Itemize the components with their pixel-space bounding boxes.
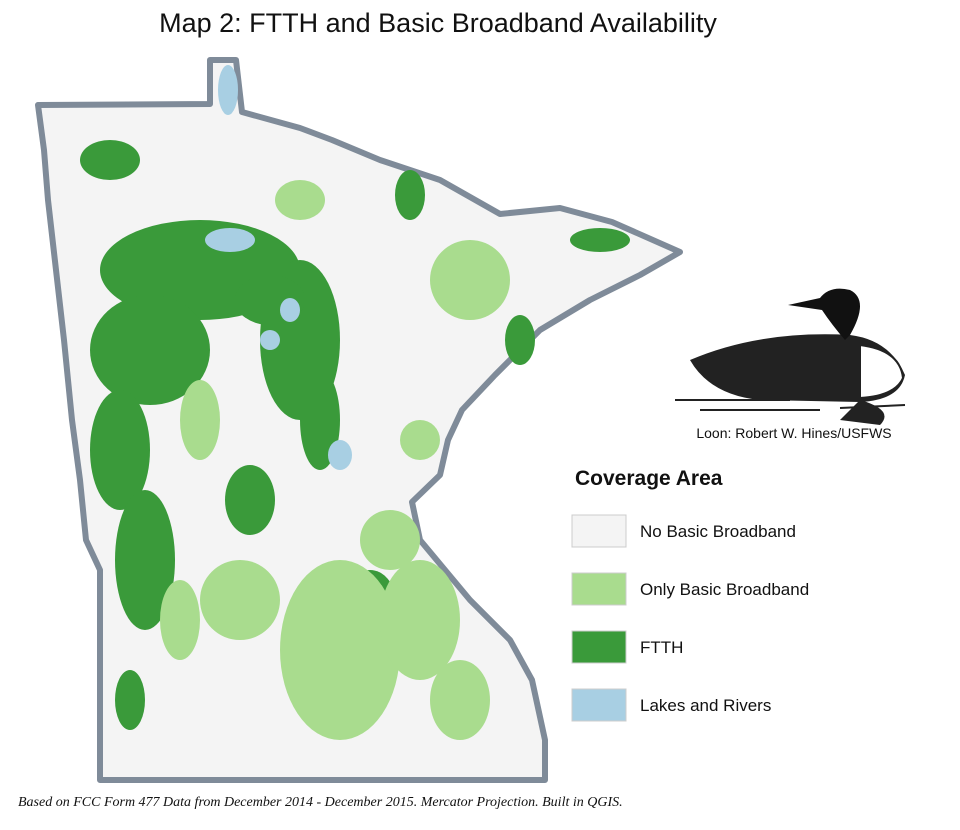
legend-label: No Basic Broadband	[640, 522, 796, 541]
coverage-patch	[115, 490, 175, 630]
legend: No Basic Broadband Only Basic Broadband FT…	[571, 514, 809, 722]
coverage-patch	[275, 180, 325, 220]
coverage-patch	[570, 228, 630, 252]
coverage-patch	[400, 420, 440, 460]
coverage-patch	[430, 660, 490, 740]
image-credit: Loon: Robert W. Hines/USFWS	[696, 425, 891, 441]
legend-swatch	[571, 572, 627, 606]
legend-label: Only Basic Broadband	[640, 580, 809, 599]
coverage-patch	[205, 228, 255, 252]
coverage-patch	[90, 295, 210, 405]
legend-swatch	[571, 514, 627, 548]
coverage-patch	[115, 670, 145, 730]
coverage-patch	[90, 390, 150, 510]
legend-label: Lakes and Rivers	[640, 696, 771, 715]
map-title: Map 2: FTTH and Basic Broadband Availabi…	[159, 8, 717, 38]
coverage-patch	[300, 370, 340, 470]
coverage-patch	[80, 140, 140, 180]
legend-swatch	[571, 688, 627, 722]
legend-label: FTTH	[640, 638, 683, 657]
state-map	[35, 57, 683, 783]
coverage-patch	[328, 440, 352, 470]
coverage-patch	[225, 465, 275, 535]
coverage-patch	[395, 170, 425, 220]
coverage-areas	[80, 65, 630, 740]
loon-illustration	[675, 288, 906, 425]
coverage-patch	[280, 560, 400, 740]
coverage-patch	[505, 315, 535, 365]
coverage-patch	[218, 65, 238, 115]
coverage-patch	[160, 580, 200, 660]
legend-title: Coverage Area	[575, 467, 723, 490]
coverage-patch	[430, 240, 510, 320]
coverage-patch	[360, 510, 420, 570]
coverage-patch	[200, 560, 280, 640]
coverage-patch	[180, 380, 220, 460]
coverage-patch	[260, 330, 280, 350]
coverage-patch	[280, 298, 300, 322]
coverage-patch	[380, 560, 460, 680]
footnote: Based on FCC Form 477 Data from December…	[18, 795, 623, 810]
legend-swatch	[571, 630, 627, 664]
